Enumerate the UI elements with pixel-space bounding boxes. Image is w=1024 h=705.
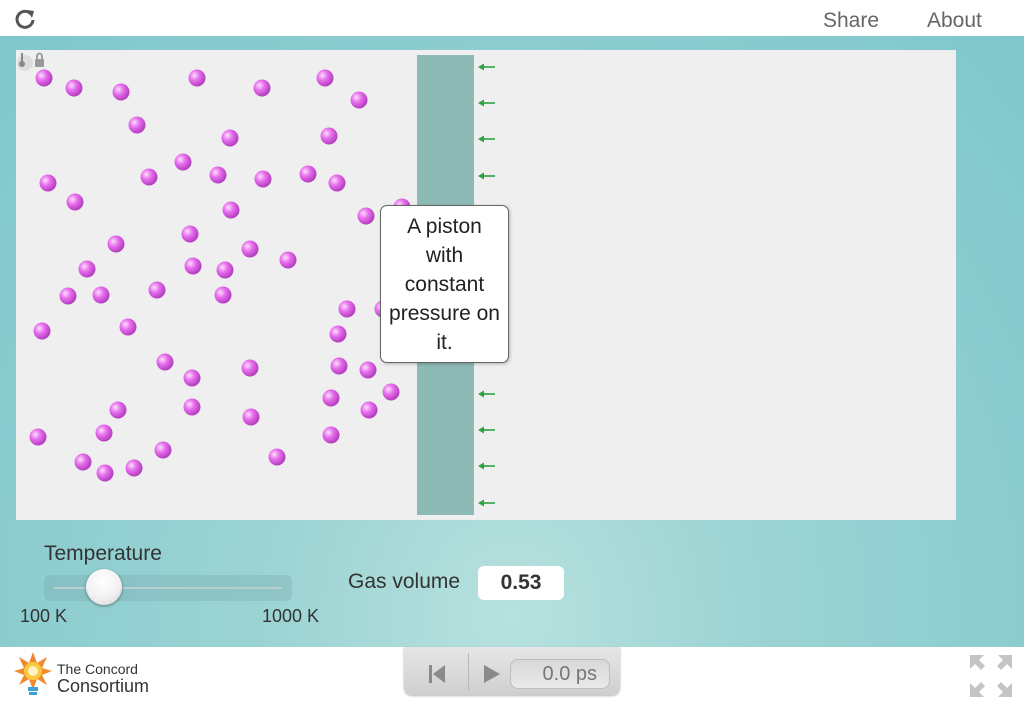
gas-atom [184,257,202,275]
gas-atom [382,383,400,401]
time-display: 0.0 ps [510,659,610,689]
top-bar: Share About [0,0,1024,37]
gas-atom [328,174,346,192]
gas-atom [214,286,232,304]
left-arrow-icon [478,135,495,143]
gas-atom [59,287,77,305]
gas-atom [320,127,338,145]
temperature-slider[interactable] [44,569,292,605]
lightbulb-logo-icon [14,652,52,695]
gas-atom [35,69,53,87]
share-link[interactable]: Share [823,9,880,32]
gas-atom [65,79,83,97]
gas-atom [253,79,271,97]
left-arrow-icon [478,63,495,71]
gas-atom [183,398,201,416]
gas-atom [241,359,259,377]
fullscreen-icon[interactable] [968,653,1014,699]
gas-atom [322,426,340,444]
gas-atom [241,240,259,258]
concord-logo[interactable]: The Concord Consortium [13,651,183,701]
play-icon[interactable] [476,659,506,689]
gas-atom [39,174,57,192]
about-link[interactable]: About [927,9,982,32]
gas-atom [209,166,227,184]
temperature-slider-handle[interactable] [86,569,123,605]
gas-atom [330,357,348,375]
gas-atom [109,401,127,419]
gas-atom [254,170,272,188]
gas-atom [140,168,158,186]
gas-atom [299,165,317,183]
gas-atom [66,193,84,211]
gas-atom [322,389,340,407]
gas-atom [29,428,47,446]
gas-atom [92,286,110,304]
playback-controls: 0.0 ps [404,647,620,695]
gas-atom [316,69,334,87]
piston-callout: A piston with constant pressure on it. [380,205,509,363]
pressure-arrows [478,63,495,507]
gas-atom [357,207,375,225]
gas-atom [74,453,92,471]
gas-atom [156,353,174,371]
gas-volume-value: 0.53 [478,566,564,600]
gas-atom [360,401,378,419]
gas-atom [112,83,130,101]
gas-atom [329,325,347,343]
temperature-min-label: 100 K [20,606,68,626]
gas-volume-label: Gas volume [348,570,461,593]
left-arrow-icon [478,462,495,470]
gas-atom [33,322,51,340]
gas-atom [268,448,286,466]
slider-line [54,587,282,589]
left-arrow-icon [478,99,495,107]
gas-atom [125,459,143,477]
gas-atom [221,129,239,147]
reload-icon[interactable] [14,8,36,30]
gas-atom [154,441,172,459]
gas-atom [128,116,146,134]
gas-atom [78,260,96,278]
gas-atom [216,261,234,279]
control-divider [468,653,469,691]
gas-atom [338,300,356,318]
main-panel: A piston with constant pressure on it. T… [0,36,1024,647]
bottom-bar: The Concord Consortium 0.0 ps [0,647,1024,705]
gas-atom [350,91,368,109]
left-arrow-icon [478,426,495,434]
gas-atom [242,408,260,426]
gas-atom [107,235,125,253]
gas-atom [222,201,240,219]
gas-atom [359,361,377,379]
gas-atoms [29,69,411,482]
gas-atom [188,69,206,87]
gas-atom [96,464,114,482]
logo-line1: The Concord [57,661,138,677]
gas-atom [95,424,113,442]
gas-atom [174,153,192,171]
logo-text: The Concord Consortium [57,660,149,695]
gas-atom [119,318,137,336]
gas-atom [181,225,199,243]
left-arrow-icon [478,172,495,180]
gas-atom [279,251,297,269]
gas-atom [148,281,166,299]
left-arrow-icon [478,499,495,507]
simulation-canvas[interactable]: A piston with constant pressure on it. [16,50,956,520]
temperature-label: Temperature [44,542,162,565]
step-back-icon[interactable] [422,659,452,689]
temperature-max-label: 1000 K [262,606,320,626]
thermometer-lock-icon[interactable] [16,50,48,72]
left-arrow-icon [478,390,495,398]
logo-line2: Consortium [57,676,150,696]
gas-atom [183,369,201,387]
